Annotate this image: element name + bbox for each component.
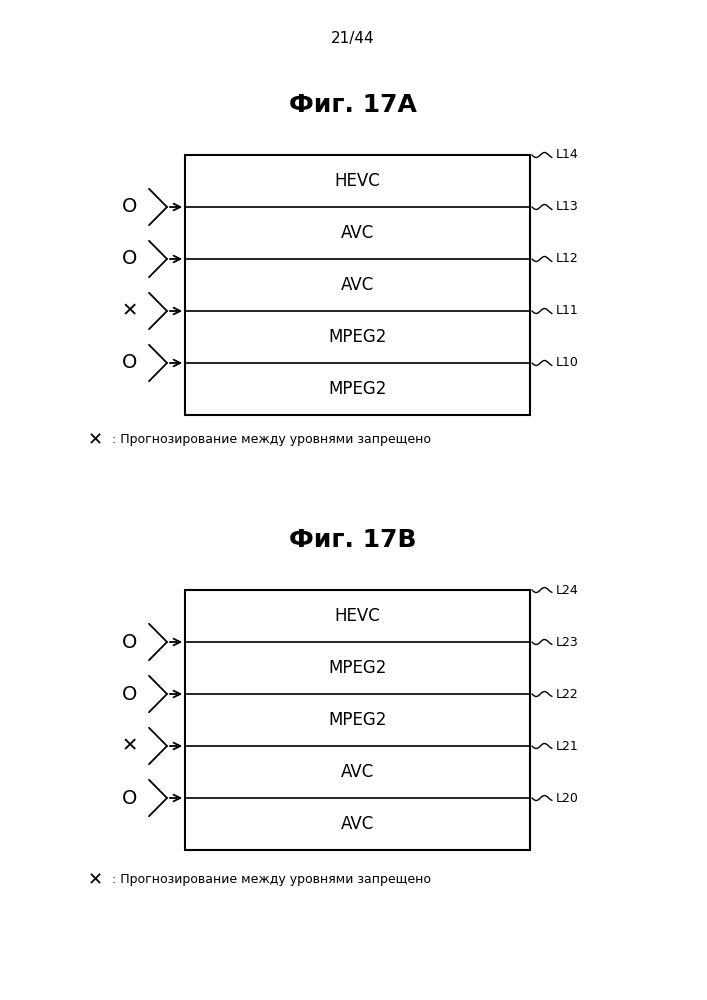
Text: AVC: AVC bbox=[341, 763, 374, 781]
Text: HEVC: HEVC bbox=[334, 172, 380, 190]
Bar bbox=[185, 155, 530, 415]
Text: O: O bbox=[122, 684, 138, 704]
Text: MPEG2: MPEG2 bbox=[328, 659, 387, 677]
Text: L12: L12 bbox=[556, 252, 579, 265]
Text: L20: L20 bbox=[556, 792, 579, 804]
Text: O: O bbox=[122, 198, 138, 217]
Text: : Прогнозирование между уровнями запрещено: : Прогнозирование между уровнями запреще… bbox=[112, 434, 431, 446]
Text: L22: L22 bbox=[556, 688, 579, 700]
Text: AVC: AVC bbox=[341, 276, 374, 294]
Text: Фиг. 17В: Фиг. 17В bbox=[289, 528, 416, 552]
Text: O: O bbox=[122, 788, 138, 808]
Text: ✕: ✕ bbox=[122, 302, 138, 320]
Text: ✕: ✕ bbox=[88, 871, 103, 889]
Text: O: O bbox=[122, 249, 138, 268]
Text: MPEG2: MPEG2 bbox=[328, 711, 387, 729]
Text: AVC: AVC bbox=[341, 815, 374, 833]
Text: HEVC: HEVC bbox=[334, 607, 380, 625]
Text: ✕: ✕ bbox=[122, 736, 138, 756]
Text: L10: L10 bbox=[556, 357, 579, 369]
Text: L21: L21 bbox=[556, 740, 579, 752]
Text: L14: L14 bbox=[556, 148, 579, 161]
Text: Фиг. 17А: Фиг. 17А bbox=[289, 93, 417, 117]
Text: MPEG2: MPEG2 bbox=[328, 328, 387, 346]
Text: O: O bbox=[122, 354, 138, 372]
Text: MPEG2: MPEG2 bbox=[328, 380, 387, 398]
Text: L13: L13 bbox=[556, 200, 579, 214]
Text: AVC: AVC bbox=[341, 224, 374, 242]
Bar bbox=[185, 590, 530, 850]
Text: 21/44: 21/44 bbox=[331, 30, 375, 45]
Text: O: O bbox=[122, 633, 138, 652]
Text: ✕: ✕ bbox=[88, 431, 103, 449]
Text: L23: L23 bbox=[556, 636, 579, 648]
Text: : Прогнозирование между уровнями запрещено: : Прогнозирование между уровнями запреще… bbox=[112, 874, 431, 886]
Text: L11: L11 bbox=[556, 304, 579, 318]
Text: L24: L24 bbox=[556, 584, 579, 596]
